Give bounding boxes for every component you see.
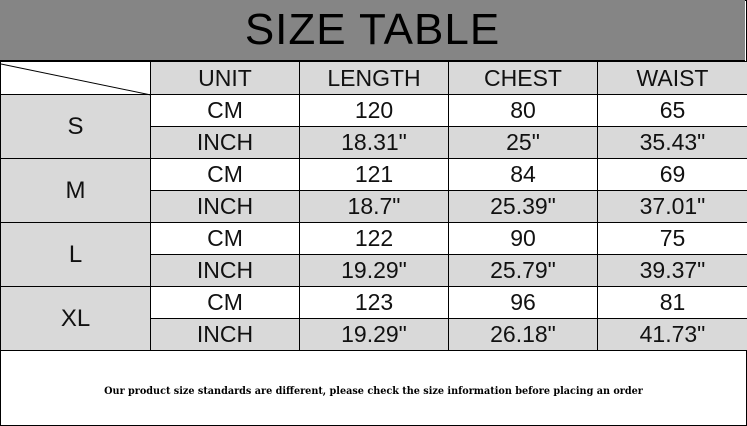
unit-cell: INCH xyxy=(150,318,300,351)
table-row: L CM 122 90 75 xyxy=(0,222,747,287)
value-cell: 26.18" xyxy=(448,318,598,351)
diagonal-line xyxy=(1,63,151,96)
table-row: XL CM 123 96 81 xyxy=(0,286,747,351)
table-row: INCH 19.29" 25.79" 39.37" xyxy=(1,254,747,287)
value-cell: 81 xyxy=(597,286,747,319)
value-cell: 96 xyxy=(448,286,598,319)
header-row: UNIT LENGTH CHEST WAIST xyxy=(0,61,747,96)
table-row: INCH 18.31" 25" 35.43" xyxy=(1,126,747,159)
unit-cell: INCH xyxy=(150,254,300,287)
value-cell: 122 xyxy=(299,222,449,255)
table-row: S CM 120 80 65 xyxy=(0,94,747,159)
size-label: M xyxy=(0,158,151,223)
value-cell: 84 xyxy=(448,158,598,191)
value-cell: 90 xyxy=(448,222,598,255)
value-cell: 19.29" xyxy=(299,254,449,287)
unit-cell: INCH xyxy=(150,126,300,159)
value-cell: 41.73" xyxy=(597,318,747,351)
value-cell: 18.31" xyxy=(299,126,449,159)
table-row: M CM 121 84 69 xyxy=(0,158,747,223)
value-cell: 39.37" xyxy=(597,254,747,287)
size-label: L xyxy=(0,222,151,287)
unit-cell: CM xyxy=(150,286,300,319)
value-cell: 65 xyxy=(597,94,747,127)
size-label: S xyxy=(0,94,151,159)
value-cell: 35.43" xyxy=(597,126,747,159)
unit-cell: CM xyxy=(150,94,300,127)
value-cell: 80 xyxy=(448,94,598,127)
value-cell: 123 xyxy=(299,286,449,319)
size-label: XL xyxy=(0,286,151,351)
value-cell: 121 xyxy=(299,158,449,191)
unit-cell: CM xyxy=(150,158,300,191)
value-cell: 19.29" xyxy=(299,318,449,351)
value-cell: 25" xyxy=(448,126,598,159)
header-length: LENGTH xyxy=(299,61,449,95)
unit-cell: INCH xyxy=(150,190,300,223)
header-chest: CHEST xyxy=(448,61,598,95)
table-row: INCH 18.7" 25.39" 37.01" xyxy=(1,190,747,223)
value-cell: 69 xyxy=(597,158,747,191)
value-cell: 75 xyxy=(597,222,747,255)
value-cell: 37.01" xyxy=(597,190,747,223)
value-cell: 120 xyxy=(299,94,449,127)
size-table: UNIT LENGTH CHEST WAIST S CM 120 80 65 INCH 18… xyxy=(0,61,747,351)
value-cell: 25.79" xyxy=(448,254,598,287)
value-cell: 25.39" xyxy=(448,190,598,223)
diagonal-corner-cell xyxy=(0,61,151,96)
footer-note: Our product size standards are different… xyxy=(104,385,643,397)
page-title: SIZE TABLE xyxy=(0,0,745,62)
header-waist: WAIST xyxy=(597,61,747,95)
table-row: INCH 19.29" 26.18" 41.73" xyxy=(1,318,747,351)
value-cell: 18.7" xyxy=(299,190,449,223)
unit-cell: CM xyxy=(150,222,300,255)
header-unit: UNIT xyxy=(150,61,300,95)
